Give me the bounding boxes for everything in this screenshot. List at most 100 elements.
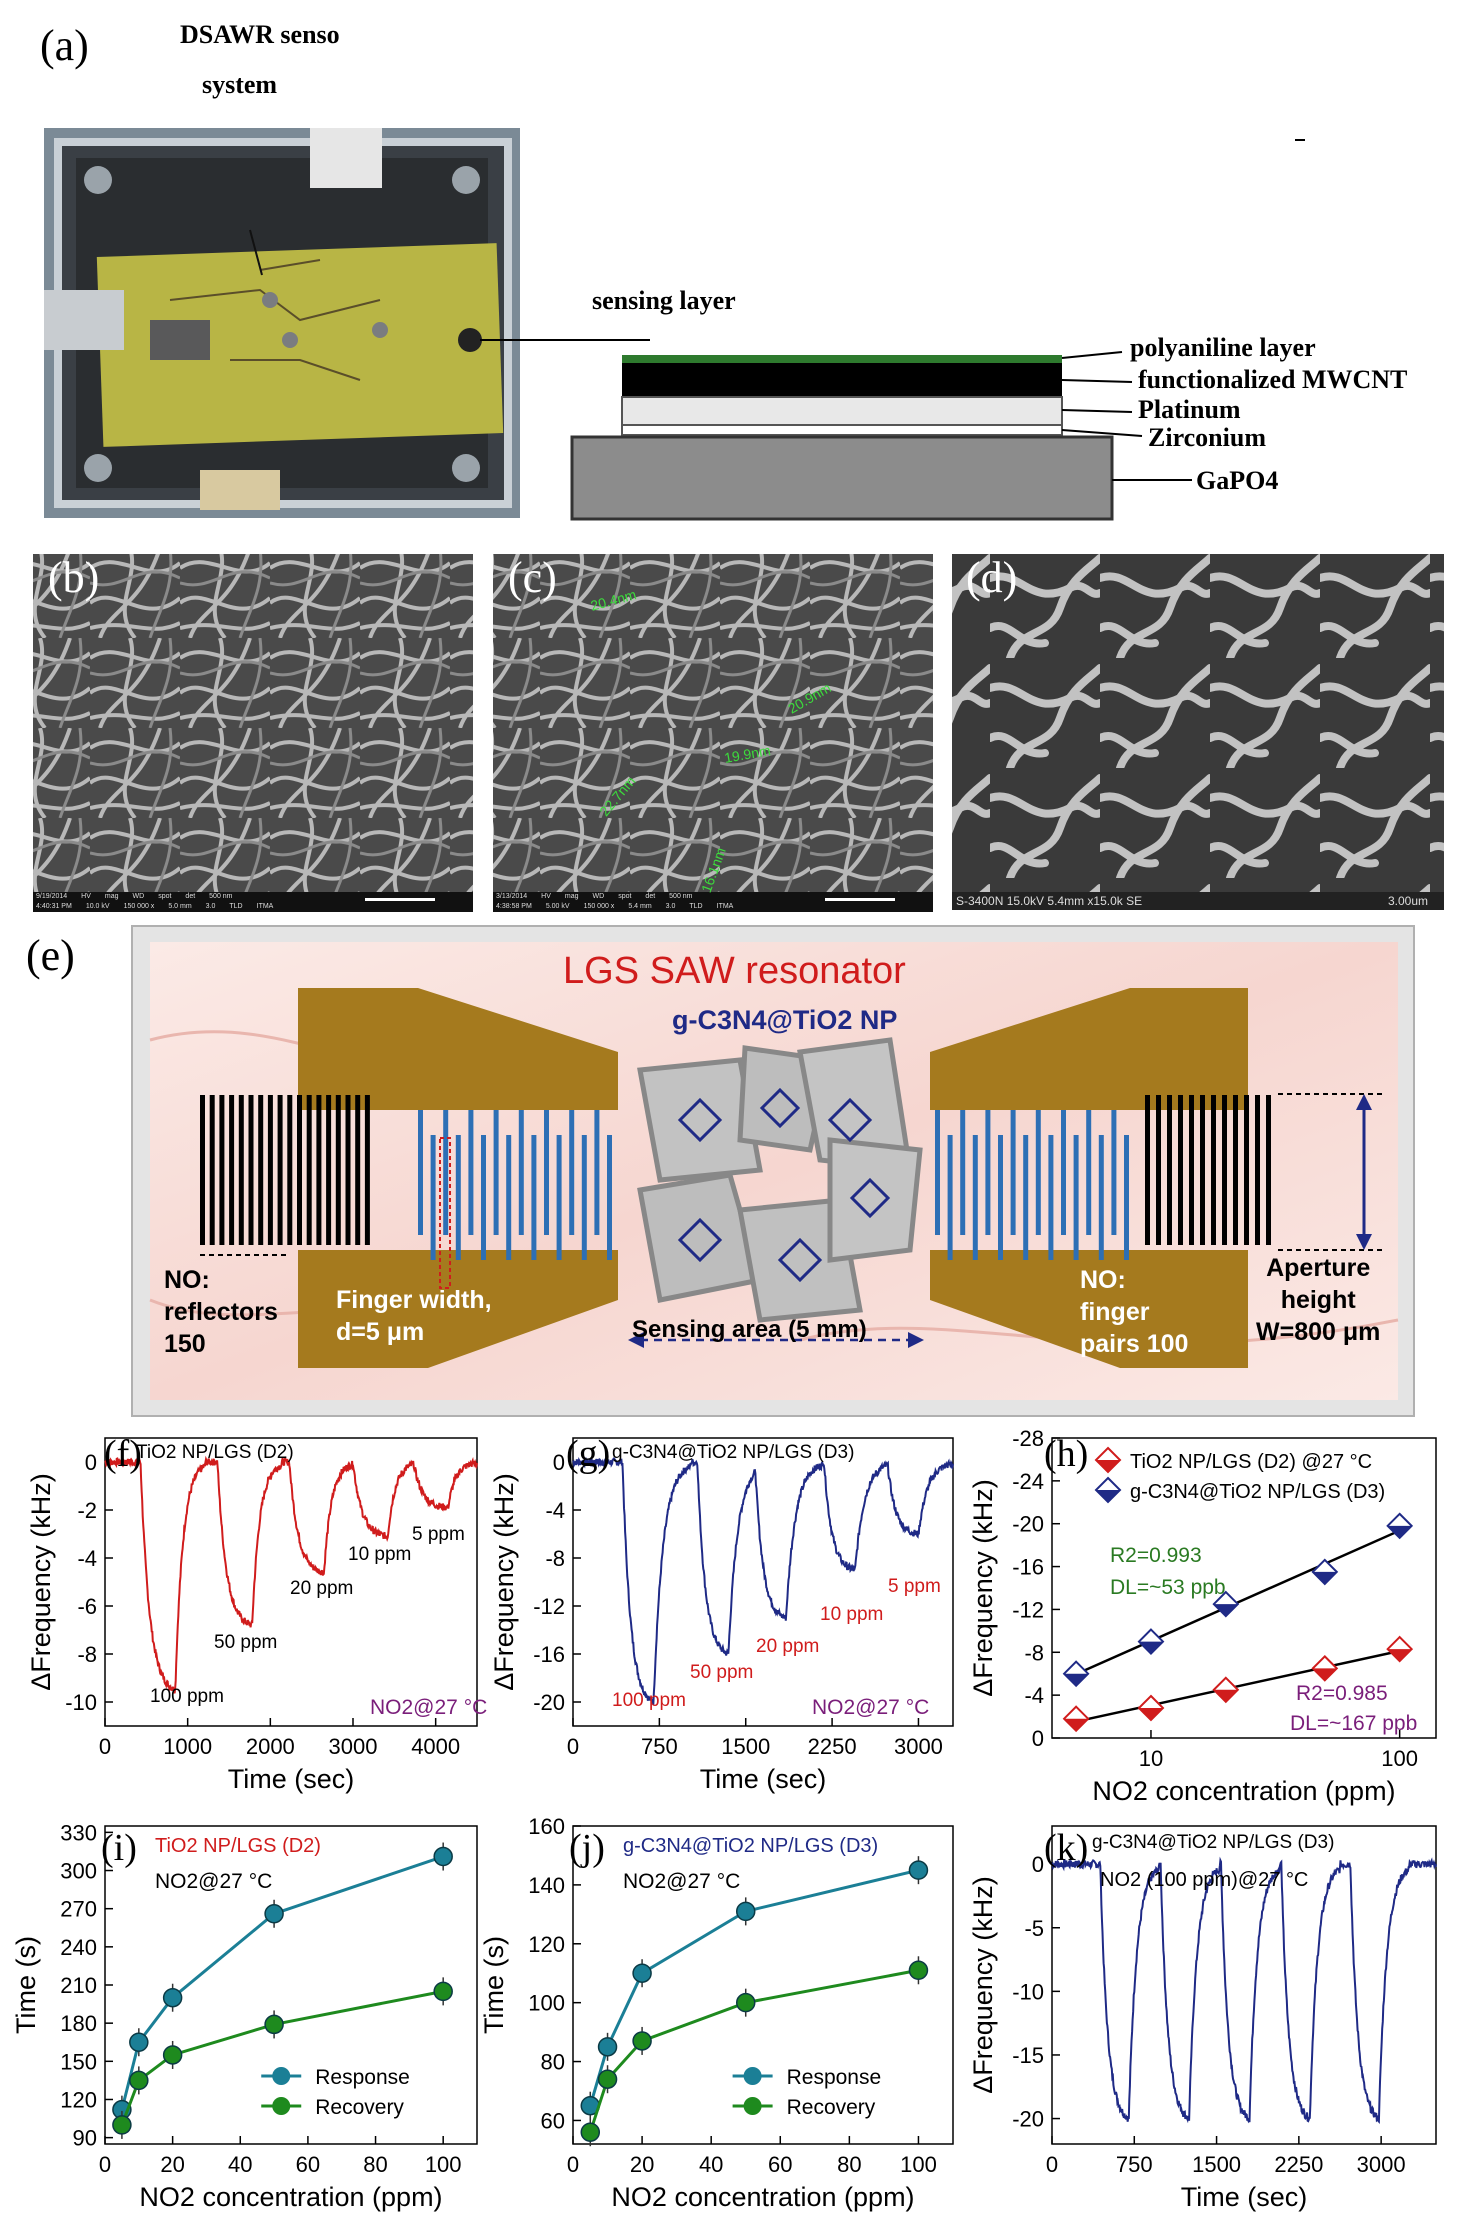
data-point <box>597 2037 618 2057</box>
sem-b-detval: TLD <box>229 903 243 910</box>
x-axis-label: Time (sec) <box>1181 2182 1308 2212</box>
aperture-line-2: height <box>1280 1286 1356 1314</box>
saw-resonator-diagram <box>131 925 1415 1417</box>
dose-label: 50 ppm <box>690 1662 753 1683</box>
plot-frame <box>1051 1825 1437 2145</box>
sensing-layer-label: sensing layer <box>592 286 736 315</box>
y-tick-label: 300 <box>60 1859 97 1884</box>
panel-label-h: (h) <box>1044 1433 1088 1475</box>
data-point-fill <box>1064 1673 1089 1686</box>
condition-label: NO2 (100 ppm)@27 °C <box>1100 1869 1308 1891</box>
sem-image-c <box>493 554 933 912</box>
y-tick-label: 0 <box>1032 1852 1044 1877</box>
left-idt-fingers <box>418 1110 612 1260</box>
left-idt-finger <box>544 1110 549 1235</box>
sensing-area-label: Sensing area (5 mm) <box>632 1316 867 1343</box>
right-reflector-bar <box>1233 1095 1238 1245</box>
x-tick-label: 1500 <box>721 1734 770 1759</box>
x-tick-label: 40 <box>228 2152 252 2177</box>
sem-image-b <box>33 554 473 912</box>
x-tick-label: 40 <box>699 2152 723 2177</box>
x-tick-label: 2250 <box>1274 2152 1323 2177</box>
left-idt-finger <box>594 1110 600 1235</box>
panel-a-figure <box>44 128 1305 521</box>
x-axis-label: Time (sec) <box>700 1764 827 1794</box>
left-reflector-bars <box>200 1095 370 1245</box>
sem-c-magval: 150 000 x <box>583 903 615 910</box>
panel-label-e: (e) <box>26 931 75 980</box>
data-point <box>1062 1705 1090 1733</box>
right-idt-finger <box>972 1135 978 1260</box>
sem-b-mag: mag <box>104 893 119 900</box>
sem-b-scale: 500 nm <box>209 893 233 900</box>
electrode-pad-left <box>298 988 618 1368</box>
y-tick-label: 60 <box>541 2108 565 2133</box>
right-idt-finger <box>998 1135 1003 1260</box>
plot-frame <box>572 1825 954 2145</box>
x-tick-label: 2000 <box>246 1734 295 1759</box>
data-point <box>580 2095 601 2116</box>
right-idt-finger <box>1010 1110 1016 1235</box>
x-tick-label: 0 <box>567 1734 579 1759</box>
x-tick-label: 750 <box>1116 2152 1153 2177</box>
fit-dl-d2: DL=~167 ppb <box>1290 1712 1417 1735</box>
left-idt-finger <box>506 1135 512 1260</box>
dose-label: 50 ppm <box>214 1632 277 1653</box>
data-point-fill <box>1312 1571 1337 1584</box>
chart-k: 0 750 1500 2250 3000 0 -5 -10 -15 -20 Time (sec) ΔF… <box>968 1825 1437 2212</box>
left-idt-finger <box>607 1135 612 1260</box>
right-idt-finger <box>1098 1135 1104 1260</box>
y-axis-label: ΔFrequency (kHz) <box>489 1473 519 1691</box>
right-reflector-bar <box>1255 1095 1260 1245</box>
x-tick-label: 80 <box>363 2152 387 2177</box>
legend-marker-d2 <box>1094 1446 1122 1474</box>
series-name: g-C3N4@TiO2 NP/LGS (D3) <box>1092 1832 1334 1853</box>
y-axis-label: ΔFrequency (kHz) <box>26 1473 56 1691</box>
series-line <box>588 1968 919 2133</box>
data-point <box>1386 1635 1414 1663</box>
x-axis-label: NO2 concentration (ppm) <box>1092 1776 1395 1806</box>
y-tick-label: 330 <box>60 1820 97 1845</box>
sem-b-wd: WD <box>132 893 145 900</box>
fit-line <box>1075 1649 1400 1723</box>
condition-label: NO2@27 °C <box>155 1870 272 1893</box>
left-idt-finger <box>455 1135 461 1260</box>
data-point <box>908 1860 929 1880</box>
x-tick-label: 0 <box>99 2152 111 2177</box>
x-tick-label: 10 <box>1139 1746 1163 1771</box>
legend-label-d2: TiO2 NP/LGS (D2) @27 °C <box>1130 1451 1372 1473</box>
y-tick-label: 90 <box>73 2126 97 2151</box>
finger-pairs-label: NO: finger pairs 100 <box>1080 1264 1188 1360</box>
data-point <box>632 1963 652 1983</box>
data-point <box>908 1960 929 1981</box>
plot-frame <box>104 1437 478 1727</box>
y-axis-label: Time (s) <box>479 1936 509 2034</box>
left-reflector-bar <box>277 1095 283 1245</box>
dose-label: 5 ppm <box>412 1524 465 1545</box>
dose-label: 20 ppm <box>290 1578 353 1599</box>
y-tick-label: -15 <box>1012 2043 1044 2068</box>
sem-d-footer-left: S-3400N 15.0kV 5.4mm x15.0k SE <box>956 894 1143 908</box>
sem-c-org: ITMA <box>716 903 734 910</box>
panel-label-g: (g) <box>566 1433 610 1475</box>
x-tick-label: 20 <box>630 2152 654 2177</box>
right-reflector-bar <box>1266 1095 1271 1245</box>
legend-label: Recovery <box>315 2096 404 2119</box>
sem-c-wd: WD <box>592 893 605 900</box>
plot-frame <box>572 1437 954 1727</box>
sem-c-wdval: 5.4 mm <box>628 903 652 910</box>
fit-dl-d3: DL=~53 ppb <box>1110 1576 1226 1599</box>
right-idt-finger <box>1061 1110 1066 1235</box>
y-tick-label: -8 <box>1024 1640 1044 1665</box>
chart-title: g-C3N4@TiO2 NP/LGS (D3) <box>623 1835 878 1857</box>
reflectors-line-2: reflectors <box>164 1298 278 1326</box>
y-tick-label: 180 <box>60 2011 97 2036</box>
sem-c-kv: 5.00 kV <box>545 903 570 910</box>
left-reflector-bar <box>200 1095 205 1245</box>
data-point <box>597 2069 618 2089</box>
panel-label-i: (i) <box>101 1827 137 1869</box>
data-point <box>580 2122 601 2142</box>
data-point <box>735 1901 756 1922</box>
y-tick-label: 160 <box>528 1814 565 1839</box>
